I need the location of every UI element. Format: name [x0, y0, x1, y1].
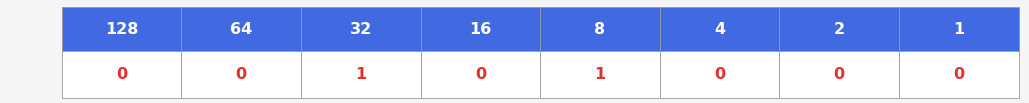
Bar — [899, 7, 1019, 51]
Text: 8: 8 — [595, 22, 606, 37]
Bar — [421, 7, 540, 51]
Text: 16: 16 — [469, 22, 492, 37]
Text: 4: 4 — [714, 22, 725, 37]
Text: 1: 1 — [595, 67, 606, 82]
Bar — [540, 7, 660, 51]
Bar — [181, 7, 300, 51]
Bar — [899, 51, 1019, 98]
Bar — [300, 7, 421, 51]
Bar — [300, 51, 421, 98]
Bar — [540, 51, 660, 98]
Text: 1: 1 — [953, 22, 964, 37]
Text: 0: 0 — [236, 67, 247, 82]
Text: 0: 0 — [474, 67, 486, 82]
Bar — [421, 51, 540, 98]
Bar — [660, 51, 779, 98]
Bar — [62, 51, 181, 98]
Text: 0: 0 — [714, 67, 725, 82]
Text: 0: 0 — [953, 67, 964, 82]
Bar — [181, 51, 300, 98]
Bar — [660, 7, 779, 51]
Text: 64: 64 — [230, 22, 252, 37]
Text: 32: 32 — [350, 22, 371, 37]
Text: 1: 1 — [355, 67, 366, 82]
Text: 2: 2 — [833, 22, 845, 37]
Text: 128: 128 — [105, 22, 138, 37]
Bar — [780, 7, 899, 51]
Bar — [780, 51, 899, 98]
Text: 0: 0 — [116, 67, 128, 82]
Text: 0: 0 — [833, 67, 845, 82]
Bar — [62, 7, 181, 51]
